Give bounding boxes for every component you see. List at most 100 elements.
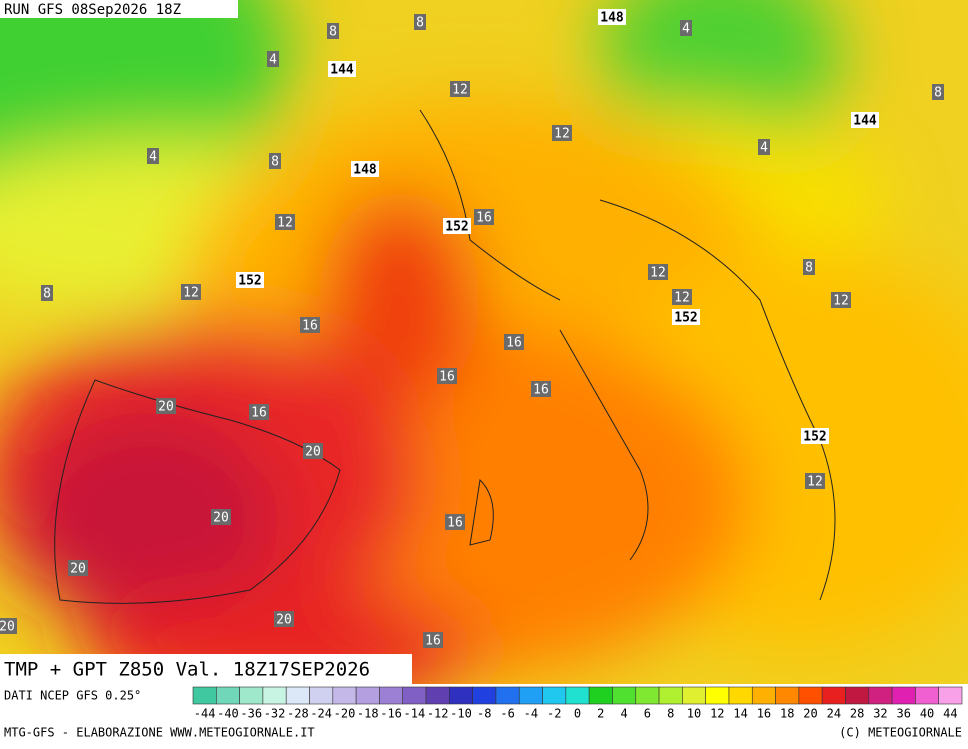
colorbar-swatch (565, 686, 590, 705)
temperature-label: 20 (276, 613, 292, 628)
temperature-label: 12 (183, 286, 199, 301)
height-label: 148 (353, 163, 377, 178)
colorbar-swatch (379, 686, 404, 705)
colorbar-tick-label: -6 (500, 707, 514, 721)
temperature-label: 20 (0, 620, 15, 635)
temperature-label: 16 (533, 383, 549, 398)
colorbar-swatch (542, 686, 567, 705)
colorbar-swatch (845, 686, 870, 705)
height-label-box (851, 112, 879, 128)
colorbar-swatch (915, 686, 939, 705)
temperature-label: 12 (674, 291, 690, 306)
colorbar-swatch (239, 686, 264, 705)
temperature-label: 12 (452, 83, 468, 98)
colorbar-swatch (355, 686, 380, 705)
temperature-label: 16 (425, 634, 441, 649)
temperature-label-box (445, 514, 465, 530)
colorbar-tick-label: 18 (780, 707, 794, 721)
temperature-label-box (504, 334, 524, 350)
colorbar-tick-label: -36 (240, 707, 262, 721)
height-label-box (328, 61, 356, 77)
map-field (0, 0, 968, 684)
field-box (0, 654, 412, 684)
colorbar-tick-label: 12 (710, 707, 724, 721)
colorbar: -44 -40 -36 -32 -28 -24 -20 -18 -16 -14 -12 -10 -8 -6… (192, 686, 963, 721)
colorbar-tick-label: -40 (217, 707, 239, 721)
colorbar-tick-label: -28 (287, 707, 309, 721)
temperature-label-box (267, 51, 279, 67)
temperature-label-box (211, 509, 231, 525)
colorbar-tick-label: -10 (450, 707, 472, 721)
temperature-label: 12 (277, 216, 293, 231)
colorbar-swatch (588, 686, 613, 705)
colorbar-swatch (495, 686, 520, 705)
colorbar-swatch (402, 686, 427, 705)
temperature-label: 8 (805, 261, 813, 276)
temperature-label-box (275, 214, 295, 230)
colorbar-tick-label: 6 (644, 707, 651, 721)
colorbar-swatch (192, 686, 217, 705)
colorbar-tick-label: 0 (574, 707, 581, 721)
temperature-label: 16 (251, 406, 267, 421)
temperature-label: 16 (476, 211, 492, 226)
colorbar-swatch (612, 686, 637, 705)
temperature-label-box (552, 125, 572, 141)
colorbar-swatch (705, 686, 730, 705)
colorbar-tick-label: 44 (943, 707, 957, 721)
colorbar-swatch (518, 686, 543, 705)
height-label-box (672, 309, 700, 325)
temperature-label: 8 (934, 86, 942, 101)
colorbar-swatch (891, 686, 916, 705)
colorbar-swatch (425, 686, 450, 705)
temperature-label: 20 (70, 562, 86, 577)
temperature-label-box (414, 14, 426, 30)
copyright-label: (C) METEOGIORNALE (839, 726, 962, 740)
height-label-box (598, 9, 626, 25)
temperature-label-box (803, 259, 815, 275)
colorbar-tick-label: 28 (850, 707, 864, 721)
temperature-label: 16 (447, 516, 463, 531)
colorbar-swatch (751, 686, 776, 705)
temperature-label-box (156, 398, 176, 414)
temperature-label-box (831, 292, 851, 308)
colorbar-tick-label: 32 (873, 707, 887, 721)
temperature-label: 20 (213, 511, 229, 526)
temperature-label: 4 (760, 141, 768, 156)
colorbar-swatch (868, 686, 893, 705)
colorbar-tick-label: -32 (264, 707, 286, 721)
colorbar-tick-label: -8 (477, 707, 491, 721)
temperature-label-box (41, 285, 53, 301)
temperature-label-box (269, 153, 281, 169)
colorbar-tick-label: 16 (757, 707, 771, 721)
colorbar-tick-label: 2 (597, 707, 604, 721)
height-label: 144 (853, 114, 877, 129)
colorbar-swatch (332, 686, 357, 705)
temperature-label: 8 (271, 155, 279, 170)
temperature-label: 20 (305, 445, 321, 460)
temperature-label-box (758, 139, 770, 155)
temperature-label-box (300, 317, 320, 333)
temperature-label-box (274, 611, 294, 627)
colorbar-swatch (309, 686, 334, 705)
temperature-label-box (450, 81, 470, 97)
height-label-box (801, 428, 829, 444)
colorbar-tick-label: 10 (687, 707, 701, 721)
colorbar-tick-label: 40 (920, 707, 934, 721)
colorbar-tick-label: -16 (380, 707, 402, 721)
temperature-label-box (648, 264, 668, 280)
temperature-label-box (437, 368, 457, 384)
colorbar-swatch (635, 686, 660, 705)
height-label: 144 (330, 63, 354, 78)
field-title: TMP + GPT Z850 Val. 18Z17SEP2026 (4, 659, 370, 681)
colorbar-swatch (775, 686, 800, 705)
temperature-label: 8 (329, 25, 337, 40)
temperature-label: 20 (158, 400, 174, 415)
colorbar-swatch (682, 686, 706, 705)
colorbar-swatch (798, 686, 823, 705)
colorbar-tick-label: 20 (803, 707, 817, 721)
colorbar-tick-label: -14 (404, 707, 426, 721)
height-label: 152 (674, 311, 697, 326)
colorbar-swatch (285, 686, 310, 705)
colorbar-tick-label: -4 (524, 707, 538, 721)
colorbar-tick-label: 8 (667, 707, 674, 721)
